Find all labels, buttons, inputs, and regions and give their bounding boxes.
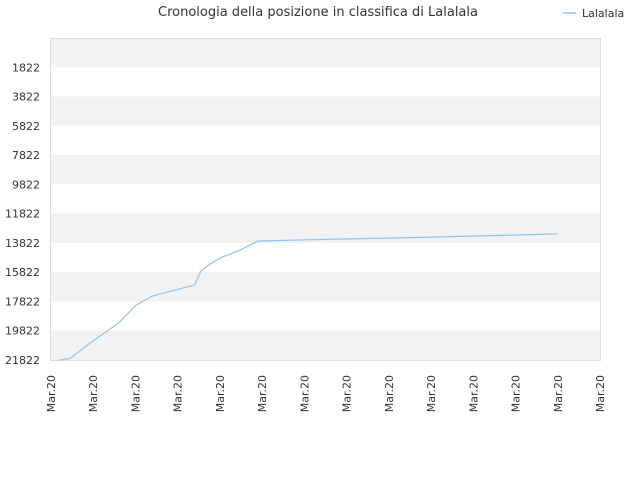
series-line — [59, 233, 558, 361]
y-tick-label: 17822 — [5, 295, 40, 308]
plot-band — [51, 330, 600, 360]
y-tick-label: 7822 — [12, 149, 40, 162]
chart-title: Cronologia della posizione in classifica… — [158, 5, 478, 20]
x-tick-label: Mar.20 — [129, 375, 142, 412]
y-tick-label: 19822 — [5, 325, 40, 338]
plot-band — [51, 242, 600, 273]
x-tick-label: Mar.20 — [172, 375, 185, 412]
y-axis-ticks: 1822 3822 5822 7822 9822 11822 13822 15822 17822… — [5, 61, 40, 367]
x-tick-label: Mar.20 — [256, 375, 269, 412]
x-tick-label: Mar.20 — [341, 375, 354, 412]
y-tick-label: 11822 — [5, 208, 40, 221]
x-tick-label: Mar.20 — [467, 375, 480, 412]
x-tick-label: Mar.20 — [383, 375, 396, 412]
legend-label: Lalalala — [582, 7, 624, 20]
y-tick-label: 9822 — [12, 178, 40, 191]
legend: Lalalala — [563, 7, 624, 20]
y-tick-label: 15822 — [5, 266, 40, 279]
plot-band — [51, 96, 600, 126]
x-tick-label: Mar.20 — [214, 375, 227, 412]
x-tick-label: Mar.20 — [425, 375, 438, 412]
x-tick-label: Mar.20 — [594, 375, 607, 412]
plot-band — [51, 38, 600, 68]
plot-band — [51, 184, 600, 214]
plot-bands — [51, 38, 600, 361]
y-tick-label: 5822 — [12, 120, 40, 133]
y-tick-label: 3822 — [12, 91, 40, 104]
series-lines — [59, 233, 558, 361]
x-tick-label: Mar.20 — [87, 375, 100, 412]
x-tick-label: Mar.20 — [45, 375, 58, 412]
x-tick-label: Mar.20 — [552, 375, 565, 412]
y-tick-label: 21822 — [5, 354, 40, 367]
y-tick-label: 13822 — [5, 237, 40, 250]
x-tick-label: Mar.20 — [298, 375, 311, 412]
x-axis-ticks: Mar.20 Mar.20 Mar.20 Mar.20 Mar.20 Mar.20 Mar.… — [45, 375, 607, 412]
x-tick-label: Mar.20 — [510, 375, 523, 412]
plot-band — [51, 272, 600, 302]
plot-band — [51, 125, 600, 156]
y-tick-label: 1822 — [12, 61, 40, 74]
plot-band — [51, 213, 600, 243]
plot-band — [51, 301, 600, 331]
plot-band — [51, 67, 600, 97]
plot-border — [50, 38, 601, 361]
plot-band — [51, 155, 600, 185]
